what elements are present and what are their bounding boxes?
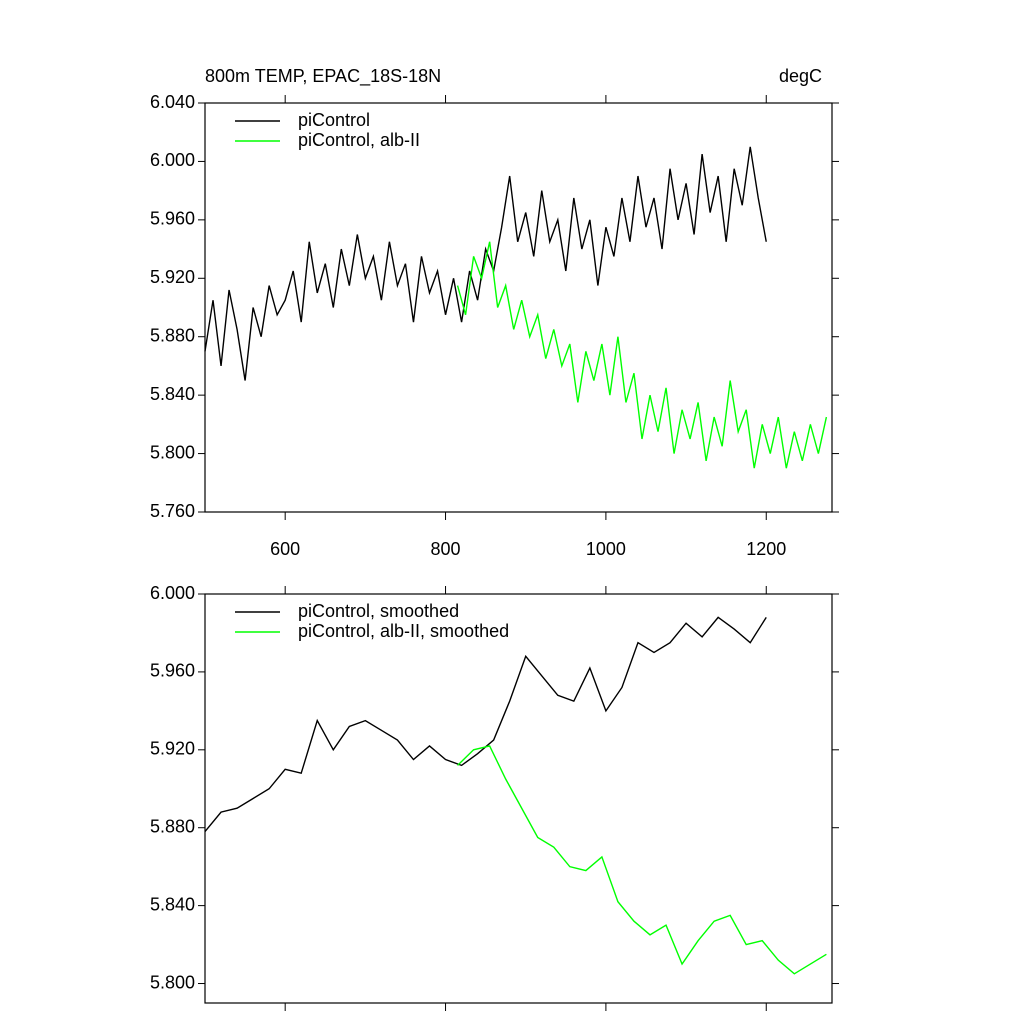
y-tick-label: 5.840	[150, 894, 195, 914]
y-tick-label: 5.960	[150, 209, 195, 229]
x-tick-label: 1200	[746, 539, 786, 559]
y-tick-label: 5.840	[150, 384, 195, 404]
y-tick-label: 6.000	[150, 150, 195, 170]
y-tick-label: 5.880	[150, 325, 195, 345]
y-tick-label: 5.800	[150, 442, 195, 462]
data-line	[204, 146, 767, 381]
data-line	[204, 616, 767, 833]
legend-label: piControl, alb-II, smoothed	[298, 621, 509, 641]
chart-title: 800m TEMP, EPAC_18S-18N	[205, 66, 441, 87]
x-tick-label: 600	[270, 539, 300, 559]
data-line	[457, 745, 827, 975]
legend-label: piControl, smoothed	[298, 601, 459, 621]
y-tick-label: 6.040	[150, 92, 195, 112]
y-tick-label: 5.960	[150, 661, 195, 681]
y-tick-label: 5.760	[150, 501, 195, 521]
plot-frame	[204, 593, 833, 1004]
units-label: degC	[779, 66, 822, 86]
y-tick-label: 5.880	[150, 816, 195, 836]
legend-label: piControl	[298, 110, 370, 130]
y-tick-label: 5.920	[150, 739, 195, 759]
plot-frame	[204, 102, 833, 513]
y-tick-label: 5.800	[150, 972, 195, 992]
legend-label: piControl, alb-II	[298, 130, 420, 150]
y-tick-label: 5.920	[150, 267, 195, 287]
y-tick-label: 6.000	[150, 583, 195, 603]
x-tick-label: 1000	[586, 539, 626, 559]
x-tick-label: 800	[431, 539, 461, 559]
data-line	[456, 241, 828, 469]
